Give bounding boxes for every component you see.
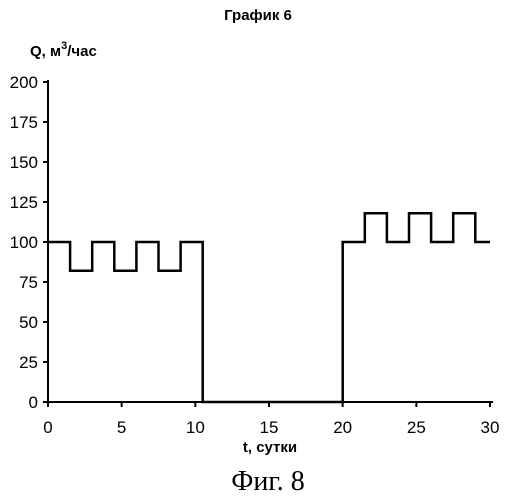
x-tick-label: 30 xyxy=(481,418,500,437)
y-axis-ticks: 0 25 50 75 100 125 150 175 200 xyxy=(10,73,48,412)
series-line xyxy=(48,213,490,402)
y-tick-label: 125 xyxy=(10,193,38,212)
chart-title: График 6 xyxy=(224,7,292,24)
y-tick-label: 25 xyxy=(19,353,38,372)
y-tick-label: 50 xyxy=(19,313,38,332)
y-axis-label: Q, м3/час xyxy=(30,40,97,60)
x-tick-label: 20 xyxy=(333,418,352,437)
y-tick-label: 175 xyxy=(10,113,38,132)
figure-caption: Фиг. 8 xyxy=(231,466,304,497)
x-tick-label: 5 xyxy=(117,418,126,437)
y-tick-label: 0 xyxy=(29,393,38,412)
x-axis-ticks: 0 5 10 15 20 25 30 xyxy=(43,402,499,437)
x-tick-label: 10 xyxy=(186,418,205,437)
y-tick-label: 100 xyxy=(10,233,38,252)
series-group xyxy=(48,213,490,402)
x-tick-label: 25 xyxy=(407,418,426,437)
y-tick-label: 75 xyxy=(19,273,38,292)
x-tick-label: 0 xyxy=(43,418,52,437)
y-tick-label: 150 xyxy=(10,153,38,172)
x-tick-label: 15 xyxy=(260,418,279,437)
x-axis-label: t, сутки xyxy=(243,439,297,456)
y-tick-label: 200 xyxy=(10,73,38,92)
